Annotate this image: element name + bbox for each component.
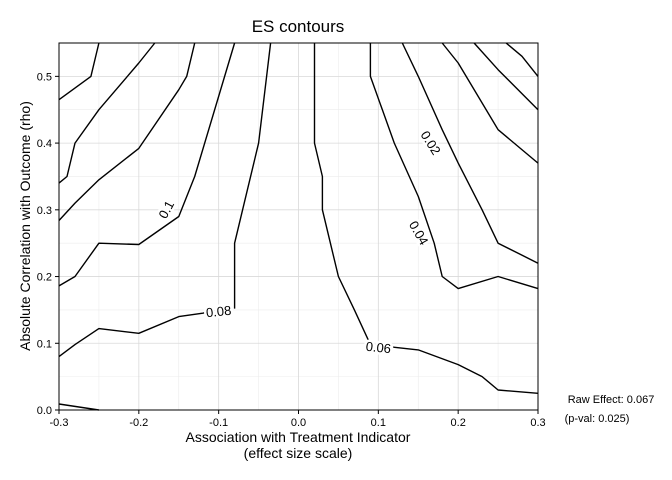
contour-line-left-4	[58, 42, 196, 221]
x-axis-sublabel: (effect size scale)	[244, 445, 353, 461]
contour-line-left-5	[58, 42, 156, 184]
raw-effect-note: Raw Effect: 0.067	[568, 394, 655, 406]
p-value-note: (p-val: 0.025)	[565, 413, 630, 425]
contour-line-right-3	[441, 42, 539, 164]
x-axis-label: Association with Treatment Indicator	[186, 429, 411, 445]
grid	[58, 42, 539, 411]
contour-line-left-2	[58, 307, 227, 358]
y-axis-ticks: 0.0 0.1 0.2 0.3 0.4 0.5	[37, 71, 59, 417]
contour-line-left-3	[58, 42, 236, 287]
contour-line-center-right	[313, 43, 539, 394]
contour-line-right-4	[473, 42, 539, 111]
x-tick-label: 0.3	[530, 417, 545, 429]
x-tick-label: -0.1	[209, 417, 228, 429]
contour-line-left-1	[58, 403, 100, 411]
y-tick-label: 0.4	[37, 138, 52, 150]
x-axis-ticks: -0.3 -0.2 -0.1 0.0 0.1 0.2 0.3	[50, 410, 546, 429]
x-tick-label: -0.3	[50, 417, 69, 429]
contour-line-center-left	[233, 42, 272, 309]
x-tick-label: 0.0	[291, 417, 306, 429]
contour-label: 0.1	[155, 198, 177, 221]
contour-line-left-6	[58, 42, 100, 101]
x-tick-label: 0.1	[371, 417, 386, 429]
contour-line-right-1	[369, 43, 539, 290]
contour-line-right-2	[401, 42, 539, 264]
contour-line-right-5	[505, 42, 539, 77]
y-axis-label: Absolute Correlation with Outcome (rho)	[17, 101, 33, 351]
x-tick-label: -0.2	[129, 417, 148, 429]
contour-lines	[58, 42, 539, 411]
y-tick-label: 0.3	[37, 205, 52, 217]
x-tick-label: 0.2	[451, 417, 466, 429]
y-tick-label: 0.1	[37, 338, 52, 350]
contour-label: 0.06	[365, 339, 392, 357]
y-tick-label: 0.2	[37, 272, 52, 284]
contour-label: 0.08	[205, 303, 232, 321]
chart-title: ES contours	[252, 17, 345, 36]
y-tick-label: 0.5	[37, 71, 52, 83]
y-tick-label: 0.0	[37, 405, 52, 417]
